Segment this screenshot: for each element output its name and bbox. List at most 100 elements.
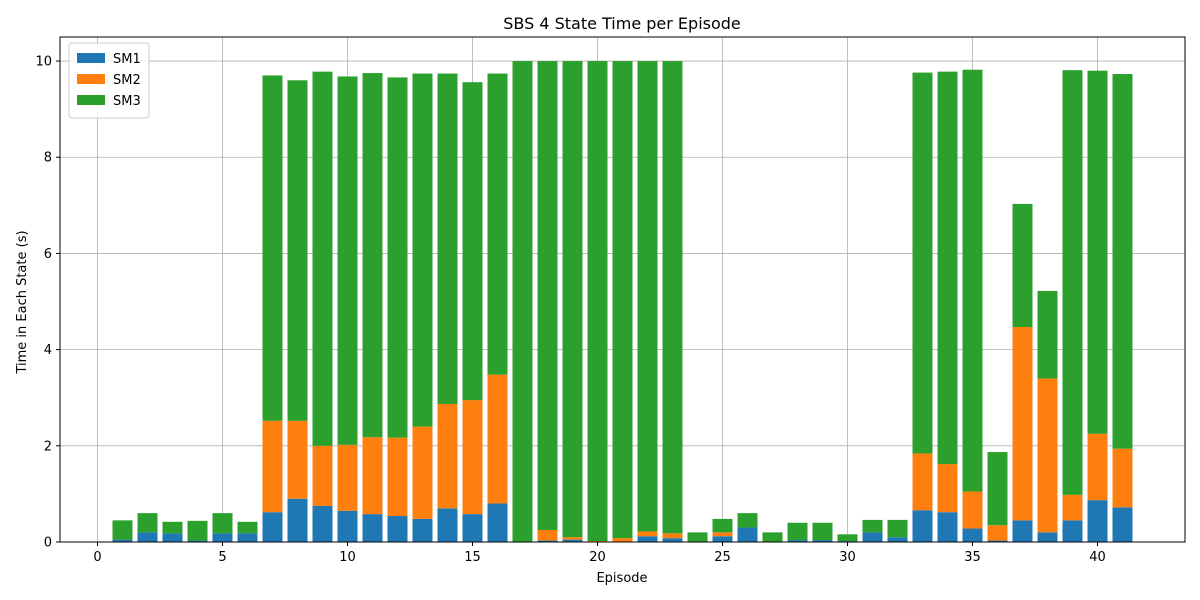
bar-sm1-episode-12 xyxy=(387,516,408,542)
y-tick-label: 4 xyxy=(44,343,52,358)
bar-sm3-episode-12 xyxy=(387,77,408,438)
bar-sm2-episode-22 xyxy=(637,531,658,537)
x-tick-label: 10 xyxy=(339,550,356,565)
bar-sm1-episode-31 xyxy=(862,532,883,542)
bar-sm3-episode-16 xyxy=(487,73,508,375)
bar-sm3-episode-40 xyxy=(1087,70,1108,434)
bar-sm1-episode-7 xyxy=(262,512,283,542)
bar-sm1-episode-18 xyxy=(537,540,558,542)
plot-frame xyxy=(59,36,1186,543)
x-tick-label: 40 xyxy=(1089,550,1106,565)
bar-sm2-episode-12 xyxy=(387,437,408,517)
bar-sm2-episode-7 xyxy=(262,420,283,513)
bar-sm1-episode-14 xyxy=(437,508,458,542)
bar-sm3-episode-4 xyxy=(187,520,208,541)
bar-sm1-episode-22 xyxy=(637,536,658,542)
bar-sm1-episode-13 xyxy=(412,518,433,542)
x-tick-label: 35 xyxy=(964,550,981,565)
bar-sm3-episode-29 xyxy=(812,522,833,541)
bar-sm2-episode-21 xyxy=(612,538,633,542)
bar-sm2-episode-36 xyxy=(987,525,1008,541)
bar-sm1-episode-29 xyxy=(812,540,833,542)
bar-sm1-episode-28 xyxy=(787,540,808,542)
bar-sm1-episode-5 xyxy=(212,533,233,542)
legend-label-sm1: SM1 xyxy=(113,52,141,67)
bar-sm2-episode-39 xyxy=(1062,494,1083,521)
bar-sm2-episode-8 xyxy=(287,420,308,499)
bar-sm3-episode-32 xyxy=(887,519,908,538)
bar-sm1-episode-10 xyxy=(337,510,358,542)
bar-sm1-episode-26 xyxy=(737,527,758,542)
bar-sm3-episode-5 xyxy=(212,513,233,534)
bar-sm3-episode-19 xyxy=(562,61,583,538)
bar-sm3-episode-34 xyxy=(937,71,958,465)
bar-sm3-episode-25 xyxy=(712,518,733,533)
bar-sm1-episode-33 xyxy=(912,510,933,542)
y-axis-label: Time in Each State (s) xyxy=(15,230,30,374)
bar-sm3-episode-8 xyxy=(287,80,308,421)
y-tick-label: 10 xyxy=(35,55,52,70)
x-tick-label: 25 xyxy=(714,550,731,565)
bar-sm1-episode-40 xyxy=(1087,500,1108,542)
legend-swatch-sm2 xyxy=(77,74,105,84)
bar-sm2-episode-40 xyxy=(1087,433,1108,501)
bar-sm3-episode-13 xyxy=(412,73,433,427)
bar-sm3-episode-11 xyxy=(362,73,383,438)
bar-sm1-episode-6 xyxy=(237,533,258,542)
bar-sm3-episode-15 xyxy=(462,82,483,401)
bar-sm1-episode-25 xyxy=(712,536,733,542)
bar-sm3-episode-2 xyxy=(137,513,158,533)
bar-sm3-episode-20 xyxy=(587,61,608,542)
bar-sm2-episode-14 xyxy=(437,403,458,509)
bars xyxy=(112,61,1133,543)
bar-sm2-episode-18 xyxy=(537,529,558,541)
bar-sm1-episode-19 xyxy=(562,539,583,542)
bar-sm2-episode-37 xyxy=(1012,327,1033,521)
bar-sm1-episode-36 xyxy=(987,540,1008,542)
bar-sm1-episode-4 xyxy=(187,540,208,542)
bar-sm2-episode-13 xyxy=(412,426,433,519)
bar-sm3-episode-28 xyxy=(787,522,808,541)
bar-sm3-episode-37 xyxy=(1012,203,1033,328)
legend-label-sm2: SM2 xyxy=(113,73,141,88)
bar-sm2-episode-38 xyxy=(1037,378,1058,533)
bar-sm3-episode-36 xyxy=(987,452,1008,526)
bar-sm3-episode-21 xyxy=(612,61,633,539)
legend-swatch-sm3 xyxy=(77,95,105,105)
bar-sm1-episode-37 xyxy=(1012,520,1033,542)
bar-sm2-episode-9 xyxy=(312,445,333,506)
y-tick-label: 0 xyxy=(44,536,52,551)
legend-label-sm3: SM3 xyxy=(113,94,141,109)
x-axis-ticks: 0 5 10 15 20 25 30 35 40 xyxy=(93,542,1106,565)
bar-sm2-episode-41 xyxy=(1112,448,1133,508)
bar-sm1-episode-38 xyxy=(1037,532,1058,542)
x-tick-label: 0 xyxy=(93,550,101,565)
bar-sm3-episode-41 xyxy=(1112,74,1133,449)
bar-sm3-episode-30 xyxy=(837,534,858,542)
bar-sm3-episode-23 xyxy=(662,61,683,534)
bar-sm1-episode-39 xyxy=(1062,520,1083,542)
bar-sm1-episode-32 xyxy=(887,537,908,542)
y-tick-label: 2 xyxy=(44,439,52,454)
x-tick-label: 30 xyxy=(839,550,856,565)
bar-sm3-episode-10 xyxy=(337,76,358,445)
bar-sm3-episode-33 xyxy=(912,72,933,454)
bar-sm2-episode-33 xyxy=(912,453,933,511)
bar-sm1-episode-41 xyxy=(1112,507,1133,542)
bar-sm1-episode-15 xyxy=(462,514,483,542)
y-tick-label: 8 xyxy=(44,151,52,166)
bar-sm2-episode-19 xyxy=(562,537,583,540)
bar-sm3-episode-35 xyxy=(962,69,983,492)
bar-sm1-episode-2 xyxy=(137,532,158,542)
y-axis-ticks: 0 2 4 6 8 10 xyxy=(35,55,60,551)
bar-sm2-episode-25 xyxy=(712,532,733,537)
bar-sm3-episode-3 xyxy=(162,521,183,534)
bar-sm3-episode-31 xyxy=(862,519,883,533)
bar-sm2-episode-23 xyxy=(662,533,683,539)
bar-sm3-episode-6 xyxy=(237,521,258,534)
bar-sm3-episode-17 xyxy=(512,61,533,543)
bar-sm1-episode-8 xyxy=(287,498,308,542)
legend: SM1 SM2 SM3 xyxy=(68,42,150,119)
x-tick-label: 5 xyxy=(218,550,226,565)
